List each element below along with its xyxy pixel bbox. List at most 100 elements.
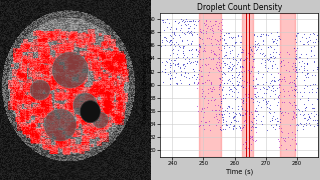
Point xyxy=(191,81,196,84)
Point xyxy=(206,56,212,59)
Point xyxy=(276,96,281,99)
Point xyxy=(188,25,193,28)
Point xyxy=(267,119,272,122)
Point xyxy=(210,95,215,98)
Point xyxy=(209,41,214,44)
Point xyxy=(196,44,202,47)
Point xyxy=(187,19,192,22)
Point xyxy=(223,96,228,99)
Point xyxy=(298,123,303,126)
Point xyxy=(186,72,191,75)
Point xyxy=(301,113,306,116)
Point xyxy=(159,19,164,22)
Point xyxy=(294,57,299,60)
Point xyxy=(208,19,213,22)
Point xyxy=(185,55,190,58)
Point xyxy=(195,87,200,89)
Point xyxy=(227,36,232,39)
Point xyxy=(219,101,224,104)
Point xyxy=(298,56,303,59)
Point xyxy=(227,57,232,60)
Point xyxy=(219,80,224,83)
Point xyxy=(251,60,256,63)
Point xyxy=(277,53,282,55)
Point xyxy=(278,118,283,121)
Point xyxy=(188,31,194,34)
Point xyxy=(201,46,206,49)
Point xyxy=(250,97,255,100)
Point xyxy=(302,107,307,110)
Point xyxy=(254,35,260,38)
Point xyxy=(275,116,280,119)
Point xyxy=(310,82,315,85)
Point xyxy=(218,28,223,31)
Point xyxy=(233,58,238,61)
Point xyxy=(239,48,244,51)
Point xyxy=(280,111,285,114)
Point xyxy=(249,48,254,51)
Point xyxy=(174,52,179,55)
Point xyxy=(249,49,254,52)
Point xyxy=(181,66,187,69)
Point xyxy=(270,60,276,63)
Point xyxy=(220,18,225,21)
Point xyxy=(241,123,246,126)
Point xyxy=(307,121,312,124)
Point xyxy=(227,111,232,114)
Point xyxy=(182,71,188,74)
Point xyxy=(287,69,292,72)
Point xyxy=(266,107,271,110)
Point xyxy=(226,31,231,34)
Point xyxy=(305,62,310,64)
Point xyxy=(241,70,246,73)
Point xyxy=(225,57,230,60)
Point xyxy=(255,99,260,102)
Point xyxy=(225,105,230,108)
Point xyxy=(172,42,177,45)
Point xyxy=(307,115,312,118)
Point xyxy=(159,69,164,72)
Point xyxy=(187,26,192,29)
Point xyxy=(177,20,182,23)
Point xyxy=(257,87,262,90)
Point xyxy=(280,87,285,90)
Point xyxy=(236,107,241,110)
Point xyxy=(215,28,220,31)
Point xyxy=(206,92,211,95)
Point xyxy=(189,32,194,35)
Point xyxy=(169,76,174,79)
Point xyxy=(271,56,276,59)
Point xyxy=(200,89,205,92)
Point xyxy=(281,75,286,78)
Point xyxy=(180,19,186,21)
Point xyxy=(277,84,283,87)
Point xyxy=(233,98,238,101)
Point xyxy=(227,122,232,125)
Point xyxy=(218,127,223,130)
Point xyxy=(169,64,174,67)
Point xyxy=(184,18,189,21)
Point xyxy=(277,109,282,112)
Point xyxy=(223,92,228,95)
Point xyxy=(221,112,227,115)
Point xyxy=(309,102,315,105)
Point xyxy=(228,68,233,71)
Point xyxy=(272,79,277,82)
Point xyxy=(293,116,299,118)
Point xyxy=(233,41,238,44)
Point xyxy=(220,120,225,123)
Point xyxy=(218,82,223,85)
Point xyxy=(302,74,308,76)
Point xyxy=(230,127,235,130)
Point xyxy=(203,95,208,98)
Point xyxy=(293,68,299,70)
Point xyxy=(168,59,173,62)
Point xyxy=(306,117,311,120)
Point xyxy=(189,34,195,37)
Point xyxy=(291,117,296,120)
Point xyxy=(295,107,300,110)
Point xyxy=(219,21,224,23)
Point xyxy=(178,46,183,49)
Point xyxy=(271,83,276,86)
Point xyxy=(193,49,198,52)
